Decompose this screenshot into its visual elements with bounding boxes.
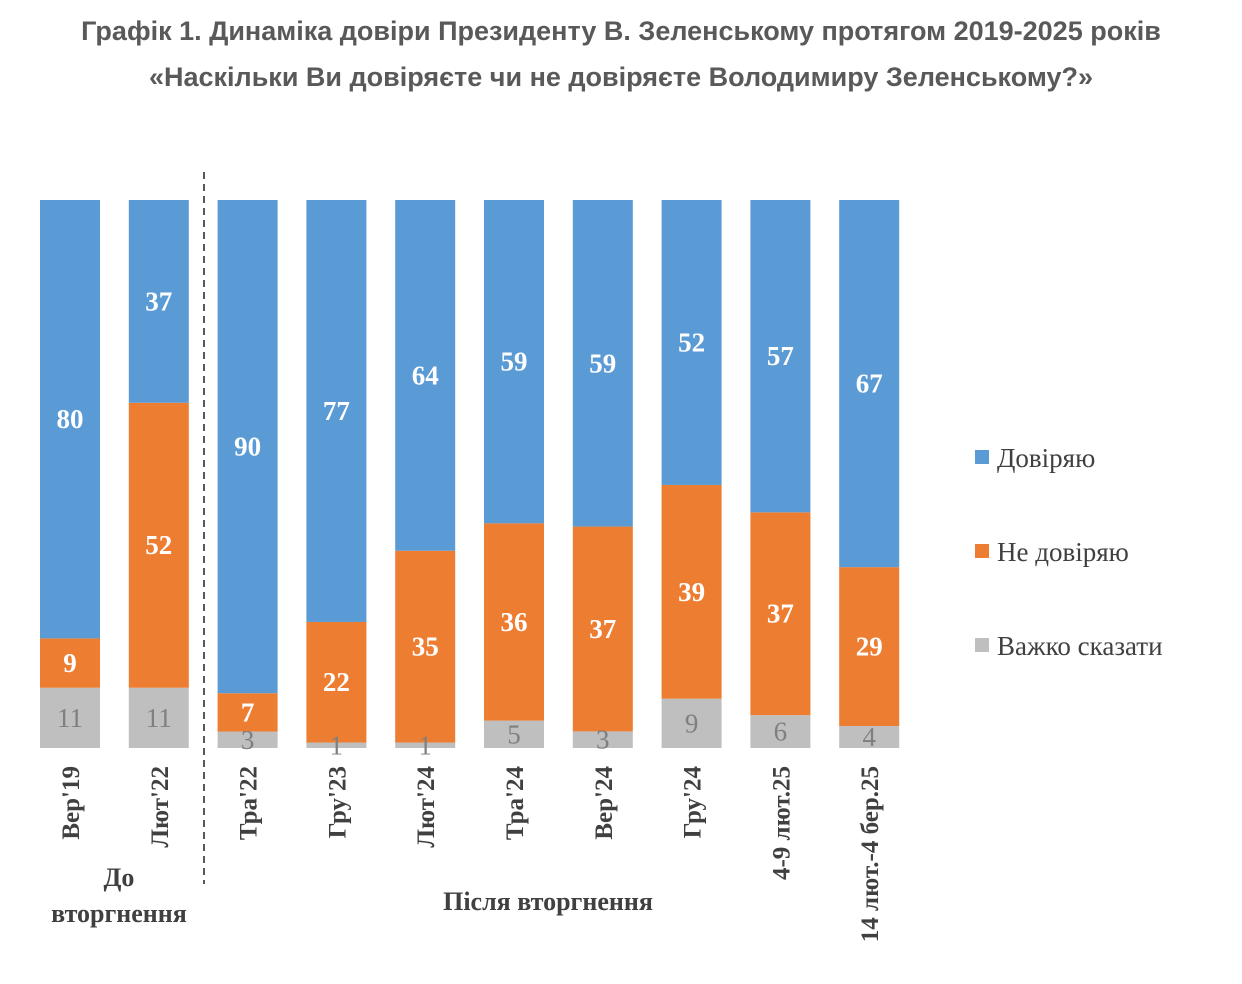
data-label-не-довіряю-4: 35	[412, 632, 439, 662]
bar-довіряю-6	[572, 200, 633, 527]
data-label-не-довіряю-6: 37	[589, 614, 616, 644]
data-label-довіряю-2: 90	[234, 432, 261, 462]
data-label-не-довіряю-1: 52	[145, 530, 172, 560]
category-label-8: 4-9 лют.25	[768, 766, 795, 880]
bar-не-довіряю-0	[40, 638, 100, 688]
category-label-2: Тра'22	[236, 766, 263, 840]
bar-не-довіряю-7	[661, 484, 722, 699]
bar-довіряю-3	[306, 200, 367, 622]
bar-не-довіряю-4	[395, 550, 456, 743]
data-label-не-довіряю-9: 29	[856, 632, 883, 662]
data-label-довіряю-4: 64	[412, 360, 439, 390]
chart-title: Графік 1. Динаміка довіри Президенту В. …	[81, 16, 1161, 46]
category-label-0: Вер'19	[58, 766, 85, 840]
data-label-не-довіряю-8: 37	[767, 599, 794, 629]
bar-довіряю-4	[395, 200, 456, 551]
data-label-не-довіряю-3: 22	[323, 667, 350, 697]
category-label-1: Лют'22	[147, 766, 174, 848]
bar-не-довіряю-8	[750, 512, 811, 716]
data-label-важко-сказати-0: 11	[57, 703, 83, 733]
bar-довіряю-2	[217, 200, 278, 694]
bar-важко-сказати-8	[750, 715, 811, 748]
data-label-довіряю-6: 59	[589, 348, 616, 378]
data-label-довіряю-7: 52	[678, 327, 705, 357]
bar-не-довіряю-5	[484, 523, 544, 721]
legend-label-довіряю: Довіряю	[997, 443, 1095, 473]
data-label-довіряю-3: 77	[323, 396, 350, 426]
bar-довіряю-9	[839, 200, 900, 568]
data-label-важко-сказати-2: 3	[241, 725, 255, 755]
category-label-4: Лют'24	[413, 766, 440, 848]
bar-не-довіряю-1	[128, 402, 189, 688]
legend-label-не-довіряю: Не довіряю	[997, 537, 1129, 567]
bar-не-довіряю-6	[572, 526, 633, 732]
category-label-3: Гру'23	[324, 766, 351, 838]
data-label-не-довіряю-5: 36	[501, 607, 528, 637]
bar-не-довіряю-2	[217, 693, 278, 732]
data-label-не-довіряю-7: 39	[678, 577, 705, 607]
data-label-важко-сказати-3: 1	[330, 730, 344, 760]
data-label-не-довіряю-0: 9	[63, 648, 77, 678]
bar-важко-сказати-7	[661, 698, 722, 748]
bars-layer	[40, 200, 900, 748]
bar-важко-сказати-6	[572, 731, 633, 748]
group-label-before-invasion-line1: До	[104, 863, 135, 892]
bar-довіряю-7	[661, 200, 722, 485]
data-label-важко-сказати-5: 5	[507, 719, 521, 749]
legend: Довіряю Не довіряю Важко сказати	[975, 443, 1163, 661]
bar-важко-сказати-1	[128, 687, 189, 748]
data-label-не-довіряю-2: 7	[241, 697, 255, 727]
category-label-9: 14 лют.-4 бер.25	[857, 766, 884, 942]
data-label-важко-сказати-8: 6	[774, 717, 788, 747]
bar-важко-сказати-2	[217, 731, 278, 748]
data-label-важко-сказати-7: 9	[685, 708, 699, 738]
data-label-довіряю-8: 57	[767, 341, 794, 371]
bar-довіряю-8	[750, 200, 811, 513]
bar-довіряю-5	[484, 200, 544, 524]
data-label-довіряю-0: 80	[57, 404, 84, 434]
bar-не-довіряю-9	[839, 567, 900, 727]
legend-swatch-не-довіряю	[975, 544, 989, 558]
data-label-важко-сказати-1: 11	[146, 703, 172, 733]
data-label-довіряю-1: 37	[145, 286, 172, 316]
bar-важко-сказати-3	[306, 742, 367, 748]
legend-swatch-важко-сказати	[975, 638, 989, 652]
bar-довіряю-0	[40, 200, 100, 639]
data-label-важко-сказати-6: 3	[596, 725, 610, 755]
group-label-after-invasion: Після вторгнення	[443, 887, 653, 916]
bar-не-довіряю-3	[306, 621, 367, 743]
data-label-важко-сказати-4: 1	[418, 730, 432, 760]
category-label-7: Гру'24	[680, 766, 707, 839]
legend-label-важко-сказати: Важко сказати	[997, 631, 1163, 661]
category-labels-layer: Вер'19 Лют'22 Тра'22 Гру'23 Лют'24 Тра'24 Вер'…	[58, 766, 884, 943]
bar-важко-сказати-9	[839, 726, 900, 748]
bar-важко-сказати-0	[40, 687, 100, 748]
bar-важко-сказати-4	[395, 742, 456, 748]
category-label-5: Тра'24	[502, 766, 529, 841]
value-labels-layer: 1198011523737901227713564536593375993952…	[57, 286, 883, 760]
bar-важко-сказати-5	[484, 720, 544, 748]
bar-довіряю-1	[128, 200, 189, 403]
chart-subtitle: «Наскільки Ви довіряєте чи не довіряєте …	[149, 62, 1093, 92]
legend-swatch-довіряю	[975, 450, 989, 464]
group-label-before-invasion-line2: вторгнення	[51, 899, 187, 928]
data-label-довіряю-9: 67	[856, 369, 883, 399]
category-label-6: Вер'24	[591, 766, 618, 840]
data-label-важко-сказати-9: 4	[862, 722, 876, 752]
data-label-довіряю-5: 59	[501, 347, 528, 377]
